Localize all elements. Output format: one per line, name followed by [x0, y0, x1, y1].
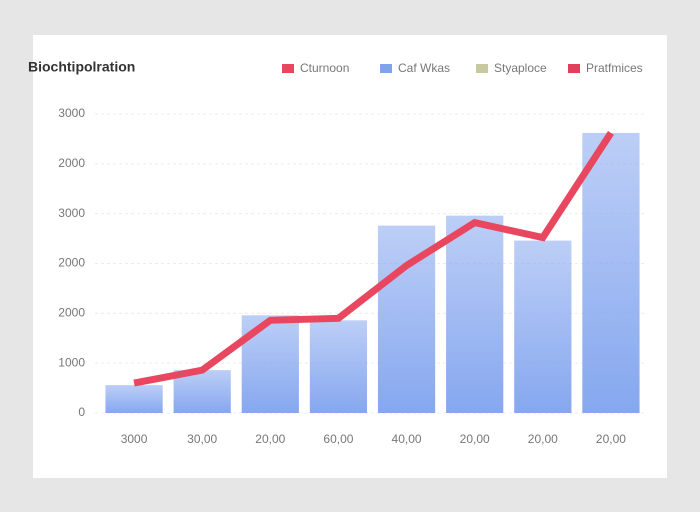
x-tick-label: 40,00	[392, 432, 422, 446]
chart-title: Biochtipolration	[28, 59, 135, 75]
x-tick-label: 60,00	[323, 432, 353, 446]
y-tick-label: 2000	[58, 306, 85, 320]
legend-swatch	[568, 64, 580, 73]
legend-label: Pratfmices	[586, 61, 643, 75]
legend-swatch	[380, 64, 392, 73]
bar	[582, 132, 640, 414]
y-tick-label: 0	[78, 405, 85, 419]
y-tick-label: 1000	[58, 355, 85, 369]
y-tick-label: 2000	[58, 156, 85, 170]
legend-label: Styaploce	[494, 61, 547, 75]
x-tick-label: 3000	[121, 432, 148, 446]
x-tick-label: 20,00	[255, 432, 285, 446]
legend-label: Cturnoon	[300, 61, 349, 75]
y-tick-label: 3000	[58, 106, 85, 120]
legend-swatch	[476, 64, 488, 73]
x-tick-label: 30,00	[187, 432, 217, 446]
x-tick-label: 20,00	[528, 432, 558, 446]
bar	[309, 320, 368, 413]
legend-label: Caf Wkas	[398, 61, 450, 75]
legend-swatch	[282, 64, 294, 73]
x-tick-label: 20,00	[460, 432, 490, 446]
y-tick-label: 2000	[58, 256, 85, 270]
y-tick-label: 3000	[58, 206, 85, 220]
x-tick-label: 20,00	[596, 432, 626, 446]
bar	[241, 315, 299, 413]
bar	[514, 240, 572, 413]
line	[133, 131, 614, 387]
bar	[446, 215, 504, 413]
bar	[105, 385, 163, 413]
